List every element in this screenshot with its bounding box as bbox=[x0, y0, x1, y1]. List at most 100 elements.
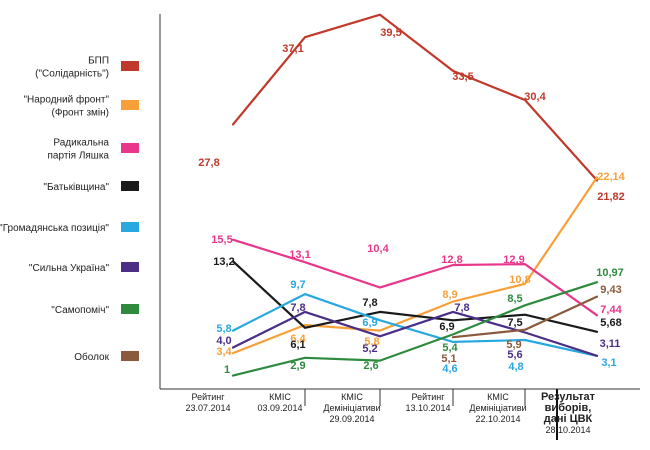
data-label: 8,5 bbox=[507, 293, 522, 305]
legend-label: "Самопоміч" bbox=[51, 305, 109, 316]
series-line bbox=[451, 295, 599, 339]
series-lines bbox=[231, 13, 599, 377]
data-label: 7,44 bbox=[600, 304, 622, 316]
data-label: 7,8 bbox=[362, 297, 377, 309]
legend: БПП ("Солідарність") "Народний фронт" (Фрон… bbox=[0, 56, 139, 363]
data-label: 21,82 bbox=[597, 191, 625, 203]
data-label: 1 bbox=[224, 364, 230, 376]
data-label: 2,6 bbox=[363, 360, 378, 372]
data-label: 10,4 bbox=[367, 243, 389, 255]
data-label: 6,1 bbox=[290, 339, 305, 351]
legend-item: Оболок bbox=[74, 351, 139, 363]
data-label: 5,8 bbox=[216, 323, 231, 335]
legend-label: "Громадянська позиція" bbox=[0, 223, 109, 234]
legend-label: (Фронт змін) bbox=[52, 108, 109, 119]
data-label: 4,8 bbox=[508, 361, 523, 373]
data-label: 33,5 bbox=[452, 71, 473, 83]
legend-swatch bbox=[121, 143, 139, 153]
data-label: 30,4 bbox=[524, 91, 546, 103]
legend-swatch bbox=[121, 351, 139, 361]
x-tick-label: виборів, bbox=[545, 402, 592, 414]
legend-swatch bbox=[121, 262, 139, 272]
data-label: 7,8 bbox=[290, 302, 305, 314]
data-label: 7,5 bbox=[507, 317, 522, 329]
legend-item: "Громадянська позиція" bbox=[0, 222, 139, 234]
x-tick-label: Демініціативи bbox=[323, 403, 380, 413]
data-label: 12,9 bbox=[503, 254, 524, 266]
data-label: 5,4 bbox=[442, 342, 458, 354]
series-line bbox=[231, 176, 599, 355]
x-tick-label: дані ЦВК bbox=[544, 413, 593, 425]
legend-item: "Сильна Україна" bbox=[29, 262, 139, 274]
legend-label: Радикальна bbox=[53, 138, 109, 149]
x-tick-label: Результат bbox=[541, 391, 596, 403]
x-tick-label: КМІС bbox=[341, 392, 363, 402]
x-tick-label: 03.09.2014 bbox=[257, 403, 302, 413]
legend-item: БПП ("Солідарність") bbox=[35, 56, 139, 80]
data-label: 4,6 bbox=[442, 363, 457, 375]
legend-label: Оболок bbox=[74, 351, 109, 363]
data-label: 6,4 bbox=[290, 333, 306, 345]
legend-label: партія Ляшка bbox=[48, 151, 110, 162]
data-label: 5,68 bbox=[600, 317, 621, 329]
data-label: 3,4 bbox=[216, 346, 232, 358]
data-label: 15,5 bbox=[211, 234, 232, 246]
x-tick-label: Рейтинг bbox=[191, 392, 225, 402]
data-label: 3,1 bbox=[601, 357, 616, 369]
legend-label: ("Солідарність") bbox=[35, 69, 109, 80]
x-tick-label: КМІС bbox=[487, 392, 509, 402]
legend-item: "Батьківщина" bbox=[43, 181, 139, 193]
legend-item: "Самопоміч" bbox=[51, 304, 139, 316]
data-label: 4,0 bbox=[216, 335, 231, 347]
x-tick-label: Демініціативи bbox=[469, 403, 526, 413]
x-tick-label: 13.10.2014 bbox=[405, 403, 450, 413]
x-tick-label: 22.10.2014 bbox=[475, 414, 520, 424]
legend-label: "Народний фронт" bbox=[23, 94, 109, 106]
x-tick-label: 28.10.2014 bbox=[545, 425, 590, 435]
data-label: 10,97 bbox=[596, 267, 624, 279]
legend-swatch bbox=[121, 222, 139, 232]
data-label: 27,8 bbox=[198, 157, 219, 169]
data-label: 12,8 bbox=[441, 254, 462, 266]
legend-swatch bbox=[121, 181, 139, 191]
data-label: 22,14 bbox=[597, 171, 625, 183]
data-label: 13,2 bbox=[213, 256, 234, 268]
data-label: 6,9 bbox=[362, 317, 377, 329]
legend-item: "Народний фронт" (Фронт змін) bbox=[23, 94, 139, 119]
legend-item: Радикальна партія Ляшка bbox=[48, 138, 139, 162]
series-line bbox=[231, 238, 599, 317]
series-line bbox=[231, 281, 599, 377]
data-label: 37,1 bbox=[282, 43, 303, 55]
data-label: 9,7 bbox=[290, 279, 305, 291]
data-label: 6,9 bbox=[439, 321, 454, 333]
x-tick-label: 29.09.2014 bbox=[329, 414, 374, 424]
legend-label: БПП bbox=[88, 56, 109, 67]
x-tick-labels: Рейтинг23.07.2014КМІС03.09.2014КМІСДемін… bbox=[185, 391, 595, 435]
data-label: 8,9 bbox=[442, 289, 457, 301]
data-label: 13,1 bbox=[289, 249, 310, 261]
data-label: 39,5 bbox=[380, 27, 401, 39]
series-line bbox=[231, 310, 599, 357]
legend-swatch bbox=[121, 61, 139, 71]
data-label: 3,11 bbox=[600, 338, 621, 350]
legend-swatch bbox=[121, 100, 139, 110]
data-label: 10,8 bbox=[509, 274, 530, 286]
legend-label: "Батьківщина" bbox=[43, 182, 109, 193]
series-line bbox=[231, 13, 599, 182]
chart-axes bbox=[159, 14, 640, 440]
legend-label: "Сильна Україна" bbox=[29, 263, 110, 274]
data-labels: 27,8 37,1 39,5 33,5 30,4 21,82 3,4 6,4 5,8 8,9 10,… bbox=[198, 27, 625, 376]
data-label: 2,9 bbox=[290, 360, 305, 372]
data-label: 5,2 bbox=[362, 343, 377, 355]
data-label: 5,9 bbox=[506, 339, 521, 351]
data-label: 7,8 bbox=[454, 302, 469, 314]
x-tick-label: КМІС bbox=[269, 392, 291, 402]
legend-swatch bbox=[121, 304, 139, 314]
x-tick-label: 23.07.2014 bbox=[185, 403, 230, 413]
data-label: 9,43 bbox=[600, 284, 621, 296]
data-label: 5,6 bbox=[507, 349, 522, 361]
x-tick-label: Рейтинг bbox=[411, 392, 445, 402]
data-label: 5,8 bbox=[364, 336, 379, 348]
series-line bbox=[231, 293, 599, 357]
